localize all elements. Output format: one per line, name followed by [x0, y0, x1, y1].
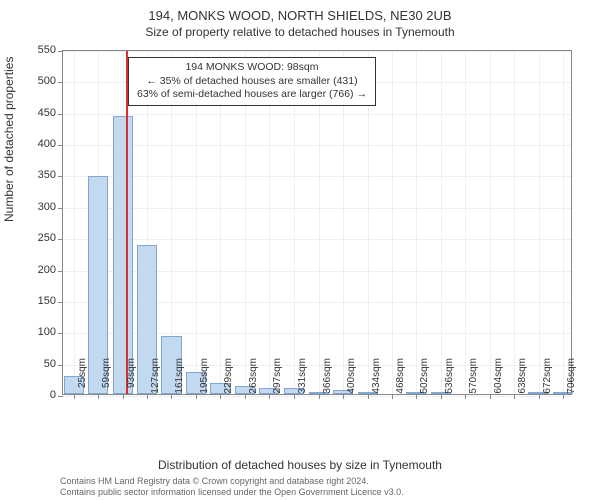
- tick-y: [58, 271, 63, 272]
- x-axis-label: Distribution of detached houses by size …: [0, 458, 600, 472]
- gridline-v: [74, 51, 75, 394]
- y-tick-label: 100: [16, 326, 56, 338]
- annotation-line1: 194 MONKS WOOD: 98sqm: [137, 61, 367, 75]
- gridline-h: [63, 208, 571, 209]
- gridline-v: [441, 51, 442, 394]
- tick-x: [98, 394, 99, 399]
- tick-x: [563, 394, 564, 399]
- x-tick-label: 161sqm: [174, 358, 185, 398]
- x-tick-label: 127sqm: [150, 358, 161, 398]
- x-tick-label: 604sqm: [493, 358, 504, 398]
- tick-y: [58, 51, 63, 52]
- x-tick-label: 502sqm: [419, 358, 430, 398]
- tick-x: [465, 394, 466, 399]
- tick-x: [416, 394, 417, 399]
- x-tick-label: 229sqm: [223, 358, 234, 398]
- y-tick-label: 550: [16, 44, 56, 56]
- gridline-h: [63, 145, 571, 146]
- tick-x: [368, 394, 369, 399]
- y-tick-label: 200: [16, 264, 56, 276]
- y-tick-label: 350: [16, 169, 56, 181]
- tick-y: [58, 176, 63, 177]
- tick-y: [58, 365, 63, 366]
- x-tick-label: 366sqm: [322, 358, 333, 398]
- gridline-v: [514, 51, 515, 394]
- gridline-v: [490, 51, 491, 394]
- y-tick-label: 500: [16, 75, 56, 87]
- y-tick-label: 400: [16, 138, 56, 150]
- tick-x: [245, 394, 246, 399]
- tick-x: [123, 394, 124, 399]
- x-tick-label: 59sqm: [101, 358, 112, 398]
- tick-x: [392, 394, 393, 399]
- y-tick-label: 450: [16, 107, 56, 119]
- tick-y: [58, 114, 63, 115]
- tick-x: [539, 394, 540, 399]
- x-tick-label: 400sqm: [346, 358, 357, 398]
- tick-x: [196, 394, 197, 399]
- annotation-line2: ← 35% of detached houses are smaller (43…: [137, 75, 367, 89]
- plot-area: 194 MONKS WOOD: 98sqm ← 35% of detached …: [62, 50, 572, 395]
- gridline-v: [416, 51, 417, 394]
- x-tick-label: 536sqm: [444, 358, 455, 398]
- tick-x: [343, 394, 344, 399]
- tick-x: [441, 394, 442, 399]
- annotation-box: 194 MONKS WOOD: 98sqm ← 35% of detached …: [128, 57, 376, 106]
- tick-x: [74, 394, 75, 399]
- x-tick-label: 672sqm: [542, 358, 553, 398]
- tick-x: [147, 394, 148, 399]
- footer-line1: Contains HM Land Registry data © Crown c…: [60, 476, 404, 487]
- gridline-v: [465, 51, 466, 394]
- tick-y: [58, 82, 63, 83]
- x-tick-label: 468sqm: [395, 358, 406, 398]
- y-tick-label: 50: [16, 358, 56, 370]
- gridline-h: [63, 176, 571, 177]
- tick-x: [220, 394, 221, 399]
- gridline-v: [563, 51, 564, 394]
- gridline-v: [392, 51, 393, 394]
- x-tick-label: 434sqm: [371, 358, 382, 398]
- tick-y: [58, 208, 63, 209]
- x-tick-label: 297sqm: [272, 358, 283, 398]
- tick-y: [58, 239, 63, 240]
- y-tick-label: 150: [16, 295, 56, 307]
- x-tick-label: 706sqm: [566, 358, 577, 398]
- tick-y: [58, 302, 63, 303]
- annotation-line3: 63% of semi-detached houses are larger (…: [137, 88, 367, 102]
- x-tick-label: 263sqm: [248, 358, 259, 398]
- footer-text: Contains HM Land Registry data © Crown c…: [60, 476, 404, 498]
- x-tick-label: 93sqm: [126, 358, 137, 398]
- histogram-bar: [113, 116, 133, 394]
- x-tick-label: 570sqm: [468, 358, 479, 398]
- tick-y: [58, 145, 63, 146]
- x-tick-label: 331sqm: [297, 358, 308, 398]
- x-tick-label: 25sqm: [77, 358, 88, 398]
- chart-title: 194, MONKS WOOD, NORTH SHIELDS, NE30 2UB: [0, 0, 600, 23]
- tick-x: [490, 394, 491, 399]
- tick-y: [58, 333, 63, 334]
- y-tick-label: 300: [16, 201, 56, 213]
- x-tick-label: 638sqm: [517, 358, 528, 398]
- chart-subtitle: Size of property relative to detached ho…: [0, 23, 600, 39]
- gridline-h: [63, 51, 571, 52]
- gridline-h: [63, 239, 571, 240]
- tick-y: [58, 396, 63, 397]
- y-tick-label: 0: [16, 389, 56, 401]
- gridline-h: [63, 114, 571, 115]
- tick-x: [294, 394, 295, 399]
- tick-x: [269, 394, 270, 399]
- tick-x: [319, 394, 320, 399]
- y-axis-label: Number of detached properties: [2, 57, 16, 222]
- footer-line2: Contains public sector information licen…: [60, 487, 404, 498]
- tick-x: [514, 394, 515, 399]
- gridline-v: [539, 51, 540, 394]
- x-tick-label: 195sqm: [199, 358, 210, 398]
- tick-x: [171, 394, 172, 399]
- chart-container: 194, MONKS WOOD, NORTH SHIELDS, NE30 2UB…: [0, 0, 600, 500]
- y-tick-label: 250: [16, 232, 56, 244]
